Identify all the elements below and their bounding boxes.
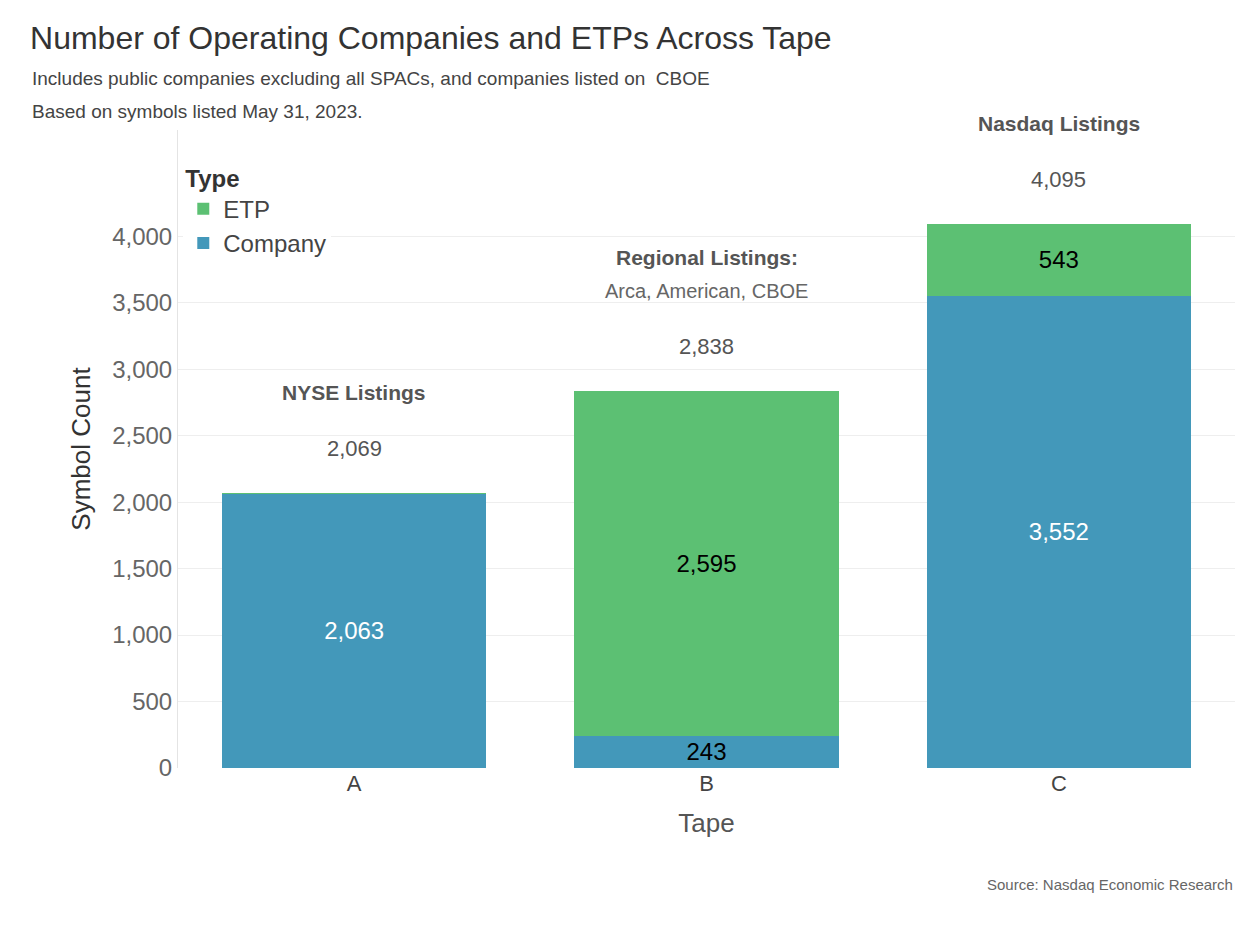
svg-text:Regional Listings:: Regional Listings: [616,246,798,269]
svg-text:Nasdaq Listings: Nasdaq Listings [978,112,1140,135]
svg-text:Tape: Tape [678,808,734,838]
svg-text:Company: Company [223,230,326,257]
svg-text:3,552: 3,552 [1029,518,1089,545]
svg-text:Type: Type [185,165,239,192]
svg-text:Symbol Count: Symbol Count [66,367,96,531]
svg-text:Based on symbols listed May 31: Based on symbols listed May 31, 2023. [32,101,363,122]
svg-text:543: 543 [1039,246,1079,273]
svg-text:0: 0 [159,754,172,781]
svg-text:ETP: ETP [223,196,270,223]
svg-text:Arca, American, CBOE: Arca, American, CBOE [605,280,808,302]
svg-text:1,500: 1,500 [112,555,172,582]
svg-text:3,500: 3,500 [112,289,172,316]
svg-text:2,063: 2,063 [324,617,384,644]
svg-text:2,500: 2,500 [112,422,172,449]
svg-text:2,595: 2,595 [676,550,736,577]
svg-text:C: C [1051,771,1067,796]
svg-text:4,000: 4,000 [112,223,172,250]
svg-text:2,000: 2,000 [112,489,172,516]
svg-text:2,838: 2,838 [679,334,734,359]
svg-text:Number of Operating Companies: Number of Operating Companies and ETPs A… [30,20,832,56]
svg-text:3,000: 3,000 [112,356,172,383]
svg-text:A: A [347,771,362,796]
svg-text:1,000: 1,000 [112,621,172,648]
svg-text:B: B [699,771,714,796]
svg-text:500: 500 [132,688,172,715]
svg-text:4,095: 4,095 [1031,167,1086,192]
svg-text:2,069: 2,069 [327,436,382,461]
svg-text:243: 243 [686,738,726,765]
svg-text:Includes public companies excl: Includes public companies excluding all … [32,68,710,89]
svg-text:NYSE Listings: NYSE Listings [282,381,426,404]
svg-text:Source: Nasdaq Economic Resear: Source: Nasdaq Economic Research [987,876,1233,893]
